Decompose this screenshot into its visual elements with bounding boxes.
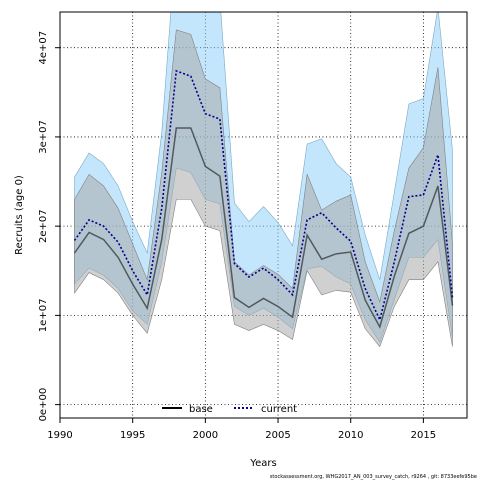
legend-label-current: current [261,404,297,415]
y-tick-label-0: 0e+00 [38,388,49,422]
x-axis: 1990 1995 2000 2005 2010 2015 [47,418,436,441]
y-axis-title: Recruits (age 0) [14,175,25,255]
x-tick-label-0: 1990 [47,430,72,441]
x-tick-label-1: 1995 [120,430,145,441]
x-tick-label-2: 2000 [193,430,218,441]
y-tick-label-2: 2e+07 [38,209,49,243]
y-tick-label-1: 1e+07 [38,299,49,333]
line-current [73,69,454,323]
y-tick-label-4: 4e+07 [38,31,49,65]
y-tick-label-3: 3e+07 [38,120,49,154]
legend-label-base: base [189,404,213,415]
plot-frame [59,11,468,419]
x-tick-label-5: 2015 [411,430,436,441]
x-tick-label-4: 2010 [338,430,363,441]
footnote: stockassessment.org, WHG2017_AN_003_surv… [270,474,477,480]
legend: base current [162,404,297,415]
band-base [74,29,453,348]
line-base [73,127,454,329]
series-lines [73,69,454,329]
x-axis-title: Years [249,458,276,469]
y-axis: 0e+00 1e+07 2e+07 3e+07 4e+07 [38,31,60,422]
confidence-bands [74,12,453,348]
x-tick-label-3: 2005 [265,430,290,441]
